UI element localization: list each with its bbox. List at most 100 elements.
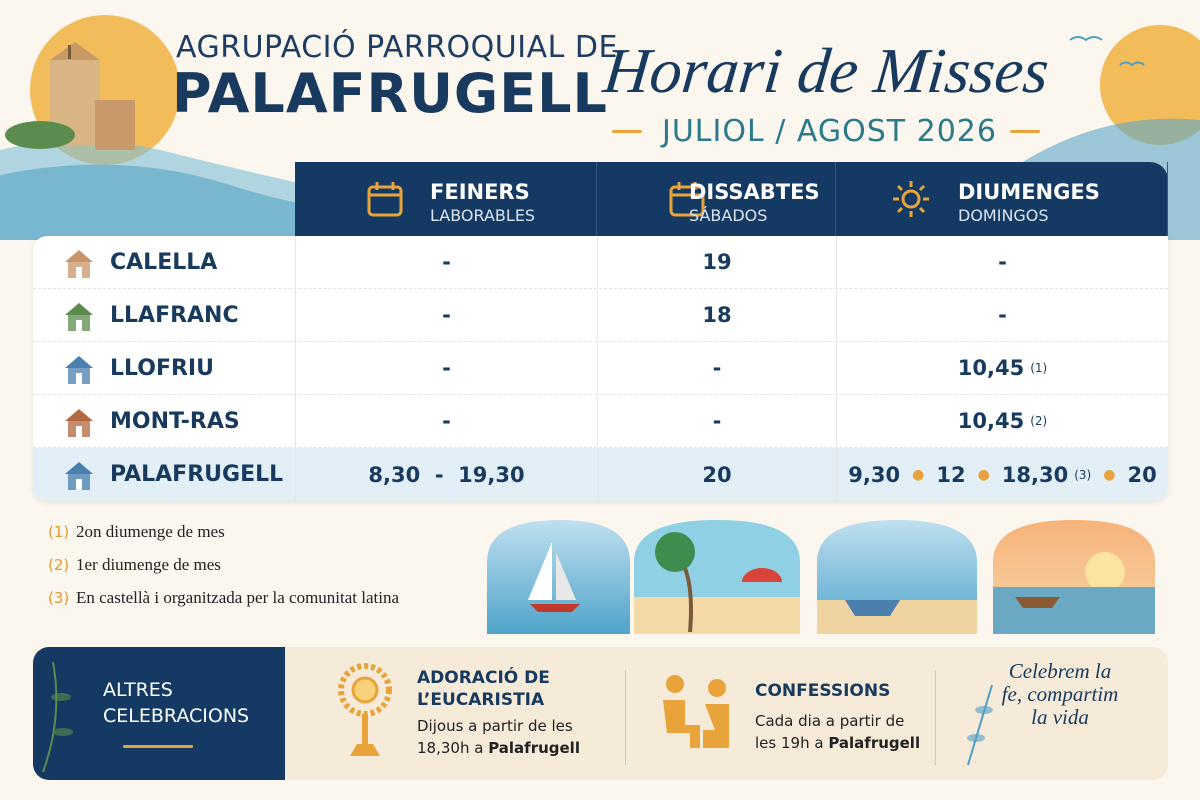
parish-prefix: AGRUPACIÓ PARROQUIAL DE: [176, 30, 618, 65]
other-title: ALTRES CELEBRACIONS: [103, 679, 250, 727]
schedule-table: CALELLA - 19 - LLAFRANC - 18 - LLOFRIU - - 10,45 (1)…: [33, 236, 1168, 501]
item-desc: Dijous a partir de les 18,30h a: [417, 717, 573, 757]
note-ref: (2): [1030, 414, 1048, 428]
time: -: [442, 303, 451, 327]
column-subtitle: DOMINGOS: [958, 206, 1049, 225]
schedule-cell: 9,30 ● 12 ● 18,30 (3) ● 20: [836, 448, 1168, 501]
item-adoration: ADORACIÓ DE L’EUCARISTIA Dijous a partir…: [417, 667, 617, 759]
note-text: En castellà i organitzada per la comunit…: [76, 587, 400, 607]
schedule-cell: -: [836, 236, 1168, 288]
item-desc: Cada dia a partir de les 19h a: [755, 712, 905, 752]
other-title-panel: ALTRES CELEBRACIONS: [33, 647, 285, 780]
table-row: LLOFRIU - - 10,45 (1): [33, 342, 1168, 395]
item-place: Palafrugell: [488, 739, 580, 757]
time: -: [442, 409, 451, 433]
column-subtitle: LABORABLES: [430, 206, 536, 225]
note-marker: (1): [48, 522, 70, 541]
time: 18: [702, 303, 732, 327]
column-icon: [667, 179, 707, 223]
leaf-decoration: [42, 661, 73, 773]
schedule-cell: -: [836, 289, 1168, 341]
schedule-cell: 20: [597, 448, 836, 501]
table-row: CALELLA - 19 -: [33, 236, 1168, 289]
note-ref: (3): [1074, 467, 1092, 482]
place-name: CALELLA: [110, 249, 218, 275]
column-icon: [891, 179, 931, 223]
time: -: [712, 409, 722, 433]
table-row: PALAFRUGELL 8,30 - 19,30 20 9,30 ● 12 ● 18,30 (3…: [33, 448, 1168, 501]
item-text: Cada dia a partir de les 19h a Palafruge…: [755, 710, 925, 754]
column-header: DIUMENGES DOMINGOS: [836, 162, 1168, 236]
column-name: DIUMENGES: [958, 180, 1100, 204]
time: -: [998, 250, 1007, 274]
note: (1) 2on diumenge de mes: [48, 515, 399, 548]
schedule-cell: 8,30 - 19,30: [295, 448, 597, 501]
notes: (1) 2on diumenge de mes (2) 1er diumenge de…: [48, 515, 399, 614]
decoration: [612, 130, 642, 133]
schedule-cell: 10,45 (1): [836, 342, 1168, 394]
time: -: [442, 250, 451, 274]
confession-icon: [663, 675, 729, 748]
item-title: CONFESSIONS: [755, 681, 891, 701]
column-name: FEINERS: [430, 180, 530, 204]
time: -: [442, 356, 451, 380]
separator: ●: [912, 466, 925, 483]
column-header: DISSABTES SÁBADOS: [597, 162, 836, 236]
schedule-cell: 19: [597, 236, 836, 288]
column-icon: [365, 179, 405, 223]
place-name: LLAFRANC: [110, 302, 239, 328]
time: 9,30: [848, 462, 901, 487]
item-place: Palafrugell: [828, 734, 921, 752]
schedule-cell: 10,45 (2): [836, 395, 1168, 447]
place-icon: [61, 246, 97, 284]
monstrance-icon: [338, 663, 392, 756]
note: (2) 1er diumenge de mes: [48, 548, 399, 581]
table-row: MONT-RAS - - 10,45 (2): [33, 395, 1168, 448]
time: 20: [702, 462, 732, 487]
time: 18,30: [1001, 462, 1069, 487]
time: 8,30 - 19,30: [368, 462, 525, 487]
time: 10,45: [957, 356, 1025, 380]
leaf-decoration: [967, 684, 993, 766]
note-marker: (3): [48, 588, 70, 607]
item-title: ADORACIÓ DE L’EUCARISTIA: [417, 668, 550, 710]
illustrations: [487, 520, 1155, 634]
place-icon: [61, 405, 97, 443]
column-name: DISSABTES: [689, 180, 820, 204]
schedule-cell: -: [597, 342, 836, 394]
schedule-cell: -: [295, 236, 597, 288]
separator: ●: [1103, 466, 1116, 483]
time: 12: [936, 462, 966, 487]
quote: Celebrem la fe, compartim la vida: [1001, 659, 1119, 729]
decoration: [123, 745, 193, 748]
schedule-cell: -: [295, 395, 597, 447]
page-title: Horari de Misses: [600, 35, 1053, 106]
time: 20: [1127, 462, 1157, 487]
place-name: PALAFRUGELL: [110, 462, 284, 487]
time: 19: [702, 250, 732, 274]
note-marker: (2): [48, 555, 70, 574]
place-name: MONT-RAS: [110, 408, 240, 434]
column-header: FEINERS LABORABLES: [295, 162, 597, 236]
time: -: [998, 303, 1007, 327]
divider: [625, 670, 626, 765]
column-subtitle: SÁBADOS: [689, 206, 768, 225]
note-text: 1er diumenge de mes: [76, 554, 221, 574]
item-text: Dijous a partir de les 18,30h a Palafrug…: [417, 715, 617, 759]
place-icon: [61, 352, 97, 390]
time: -: [712, 356, 722, 380]
time: 10,45: [957, 409, 1025, 433]
table-header: FEINERS LABORABLES DISSABTES SÁBADOS DIUMENG…: [295, 162, 1168, 236]
note: (3) En castellà i organitzada per la comu…: [48, 581, 399, 614]
divider: [935, 670, 936, 765]
schedule-cell: -: [295, 342, 597, 394]
schedule-cell: -: [295, 289, 597, 341]
period: JULIOL / AGOST 2026: [662, 114, 997, 149]
table-row: LLAFRANC - 18 -: [33, 289, 1168, 342]
decoration: [1010, 130, 1040, 133]
place-icon: [61, 458, 97, 496]
item-confessions: CONFESSIONS Cada dia a partir de les 19h…: [755, 680, 925, 754]
place-icon: [61, 299, 97, 337]
schedule-cell: -: [597, 395, 836, 447]
